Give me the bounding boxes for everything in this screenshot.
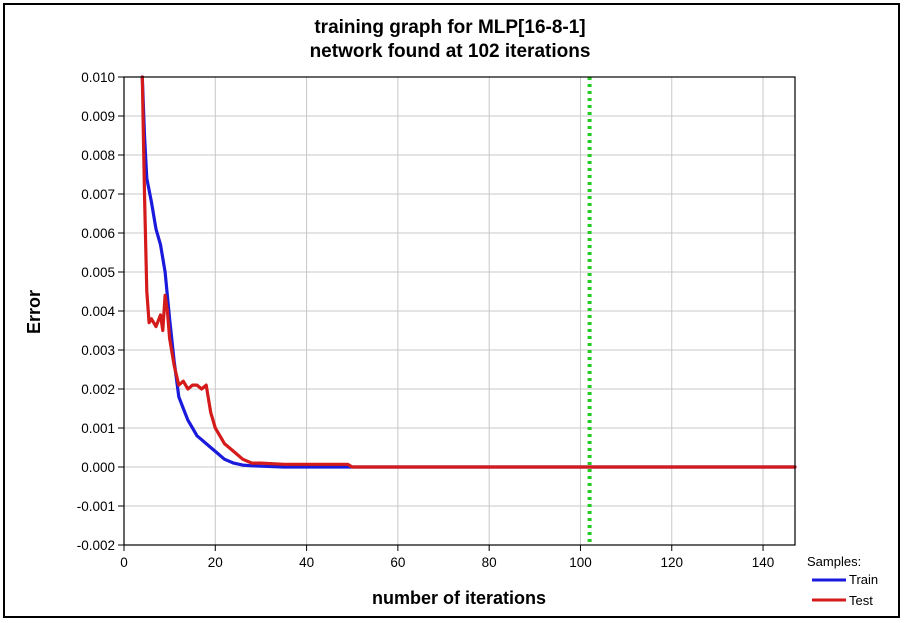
y-tick-label: 0.005 [81, 265, 115, 280]
y-tick-label: 0.000 [81, 460, 115, 475]
y-axis-label: Error [24, 290, 44, 334]
x-tick-label: 80 [482, 555, 497, 570]
chart-title-line-1: training graph for MLP[16-8-1] [314, 17, 585, 38]
y-tick-label: 0.001 [81, 421, 115, 436]
y-tick-label: 0.003 [81, 343, 115, 358]
x-tick-label: 20 [208, 555, 223, 570]
series-lines [140, 75, 797, 545]
y-tick-label: -0.001 [77, 499, 115, 514]
x-tick-label: 40 [299, 555, 314, 570]
y-tick-label: 0.010 [81, 70, 115, 85]
x-tick-label: 100 [569, 555, 592, 570]
axes: 0.010 0.009 0.008 0.007 0.006 0.005 0.004 0.003… [77, 70, 775, 570]
series-line-test [140, 75, 797, 469]
y-tick-label: 0.002 [81, 382, 115, 397]
legend-title: Samples: [807, 554, 861, 569]
chart-title-line-2: network found at 102 iterations [310, 41, 591, 62]
x-tick-label: 0 [120, 555, 128, 570]
y-tick-label: 0.009 [81, 109, 115, 124]
legend: Samples: Train Test [807, 554, 878, 608]
x-tick-label: 60 [390, 555, 405, 570]
legend-label-train: Train [849, 572, 878, 587]
y-tick-label: 0.006 [81, 226, 115, 241]
x-tick-label: 140 [752, 555, 775, 570]
x-tick-label: 120 [660, 555, 683, 570]
y-tick-label: 0.004 [81, 304, 115, 319]
grid [123, 76, 795, 546]
plot-area-border [123, 76, 796, 546]
y-tick-label: 0.007 [81, 187, 115, 202]
legend-label-test: Test [849, 593, 873, 608]
y-tick-label: -0.002 [77, 538, 115, 553]
y-tick-label: 0.008 [81, 148, 115, 163]
x-axis-label: number of iterations [372, 588, 546, 608]
